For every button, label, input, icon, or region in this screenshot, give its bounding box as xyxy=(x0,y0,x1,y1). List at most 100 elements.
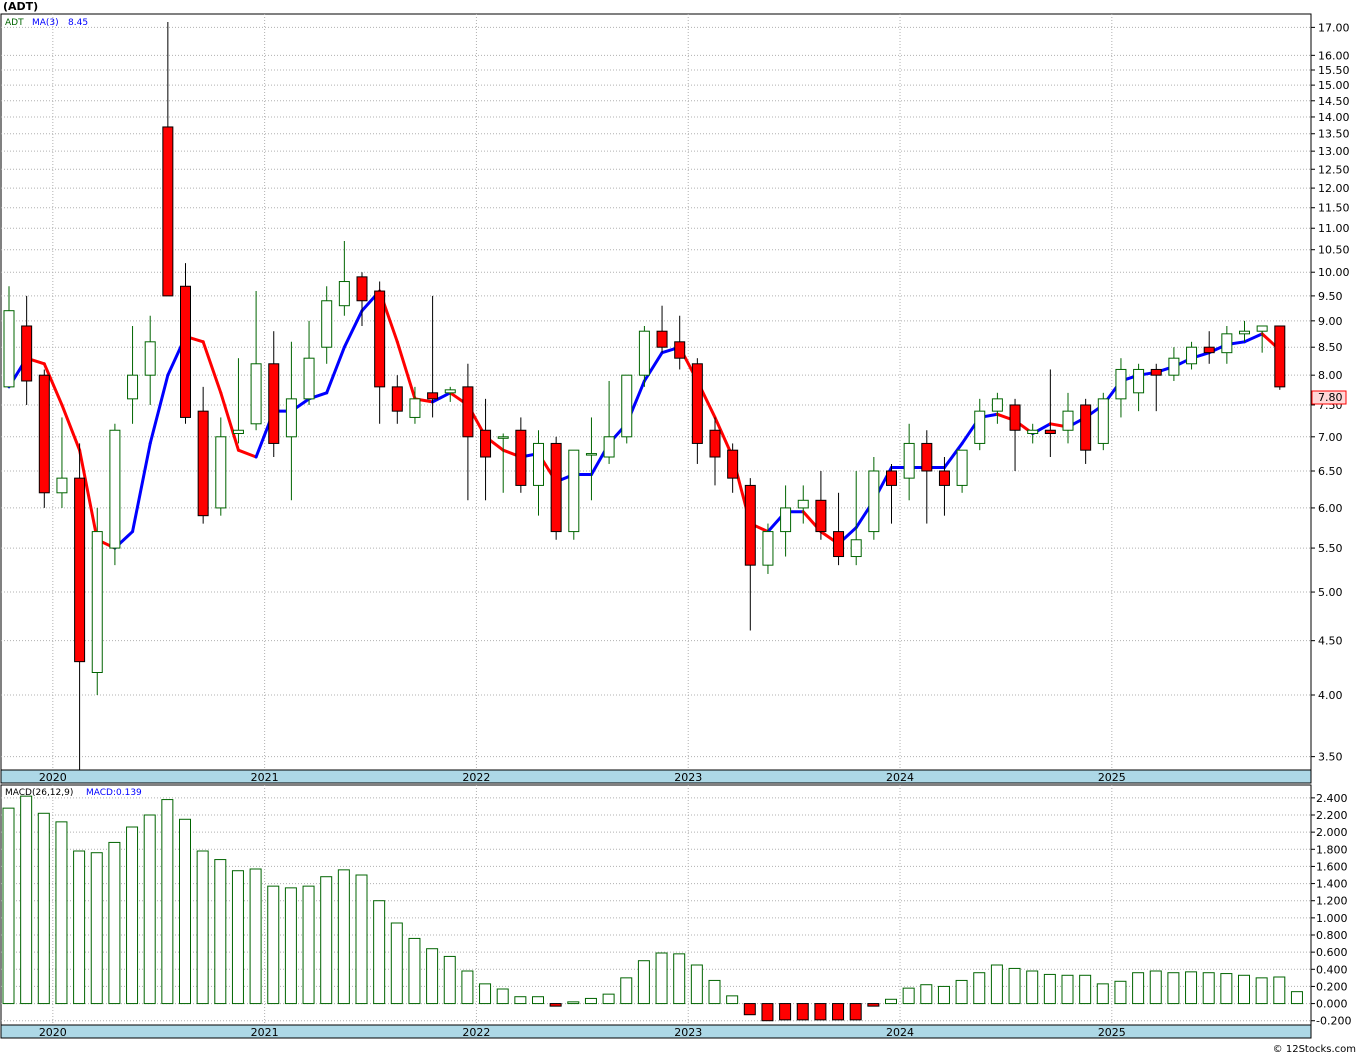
ma3-segment xyxy=(201,340,223,395)
candle xyxy=(321,286,333,364)
candle-body xyxy=(603,436,615,458)
price-tick-label: 15.50 xyxy=(1318,64,1350,77)
macd-bar xyxy=(726,995,739,1005)
macd-bar xyxy=(796,1003,809,1021)
macd-bar xyxy=(267,885,280,1005)
candle xyxy=(1256,325,1268,353)
candle-body xyxy=(585,453,597,456)
candle-body xyxy=(656,330,668,348)
macd-bar xyxy=(1255,977,1268,1005)
candle-body xyxy=(762,531,774,566)
candle-body xyxy=(215,436,227,509)
candle-body xyxy=(815,499,827,533)
macd-bar xyxy=(1132,972,1145,1005)
candle xyxy=(162,21,174,297)
macd-year-label: 2021 xyxy=(251,1026,279,1039)
candle xyxy=(56,417,68,508)
candle xyxy=(515,417,527,493)
candle xyxy=(444,386,456,402)
macd-bar xyxy=(885,998,897,1005)
candle xyxy=(409,386,421,424)
ma3-segment xyxy=(60,403,82,452)
macd-bar xyxy=(1096,983,1109,1005)
candle-body xyxy=(921,442,933,472)
candle-body xyxy=(127,374,139,400)
candle xyxy=(691,358,703,464)
macd-bar xyxy=(373,900,386,1005)
candle xyxy=(868,457,880,540)
ma3-segment xyxy=(942,441,964,469)
candle-body xyxy=(56,477,68,494)
macd-bar xyxy=(920,984,933,1005)
candle-body xyxy=(321,300,333,348)
candle xyxy=(974,398,986,451)
candle-body xyxy=(1274,325,1286,388)
candle-body xyxy=(568,449,580,533)
candle-body xyxy=(1133,368,1145,394)
price-tick-label: 8.00 xyxy=(1318,369,1343,382)
candle-body xyxy=(638,330,650,376)
ma3-segment xyxy=(148,373,170,445)
candle xyxy=(285,341,297,501)
candle xyxy=(762,523,774,574)
ma3-segment xyxy=(131,441,152,534)
macd-bar xyxy=(1043,973,1056,1005)
macd-bar xyxy=(567,1001,580,1005)
ma3-segment xyxy=(1243,332,1264,344)
ma3-segment xyxy=(236,448,258,459)
ma3-segment xyxy=(642,351,664,383)
candle-body xyxy=(285,398,297,438)
candle xyxy=(144,315,156,405)
candle-body xyxy=(974,410,986,444)
candle xyxy=(462,363,474,501)
candle xyxy=(603,380,615,464)
macd-year-label: 2025 xyxy=(1098,1026,1126,1039)
macd-bar xyxy=(443,955,456,1005)
candle xyxy=(638,325,650,387)
candle xyxy=(674,315,686,370)
macd-bar xyxy=(426,948,439,1005)
macd-bar xyxy=(902,987,915,1005)
macd-bar xyxy=(320,876,333,1005)
candle xyxy=(656,305,668,353)
macd-bar xyxy=(231,870,244,1005)
candle-body xyxy=(780,507,792,533)
price-tick-label: 9.50 xyxy=(1318,290,1343,303)
macd-bar xyxy=(602,993,615,1005)
price-panel: 3.504.004.505.005.506.006.507.007.508.00… xyxy=(0,13,1350,771)
macd-bar xyxy=(690,964,703,1005)
candle-body xyxy=(21,325,33,382)
macd-bar xyxy=(849,1003,862,1021)
macd-year-label: 2023 xyxy=(674,1026,702,1039)
candle xyxy=(903,423,915,501)
candle-body xyxy=(480,429,492,458)
price-tick-label: 17.00 xyxy=(1318,21,1350,34)
price-tick-label: 8.50 xyxy=(1318,341,1343,354)
candle-body xyxy=(1097,398,1109,444)
candle-body xyxy=(550,442,562,533)
price-tick-label: 14.00 xyxy=(1318,111,1350,124)
candle-body xyxy=(797,499,809,509)
macd-bar xyxy=(196,850,209,1005)
candle-body xyxy=(1203,346,1215,354)
candle xyxy=(338,240,350,316)
macd-value-legend: MACD:0.139 xyxy=(86,788,142,798)
macd-tick-label: 0.400 xyxy=(1316,963,1348,976)
price-tick-label: 6.50 xyxy=(1318,465,1343,478)
candle xyxy=(921,430,933,524)
candle xyxy=(109,423,121,566)
macd-year-label: 2020 xyxy=(39,1026,67,1039)
candle xyxy=(91,507,103,696)
candle-body xyxy=(1009,404,1021,431)
price-tick-label: 15.00 xyxy=(1318,79,1350,92)
candle xyxy=(74,443,86,770)
macd-panel: -0.200 0.000 0.200 0.400 0.600 0.800 1.000 1.20… xyxy=(0,784,1351,1028)
macd-bar xyxy=(1220,973,1233,1005)
macd-tick-label: 1.200 xyxy=(1316,895,1348,908)
macd-bar xyxy=(249,868,262,1005)
candle-body xyxy=(1027,429,1039,435)
macd-bar xyxy=(37,812,50,1005)
candle xyxy=(497,433,509,493)
candle xyxy=(833,492,845,566)
